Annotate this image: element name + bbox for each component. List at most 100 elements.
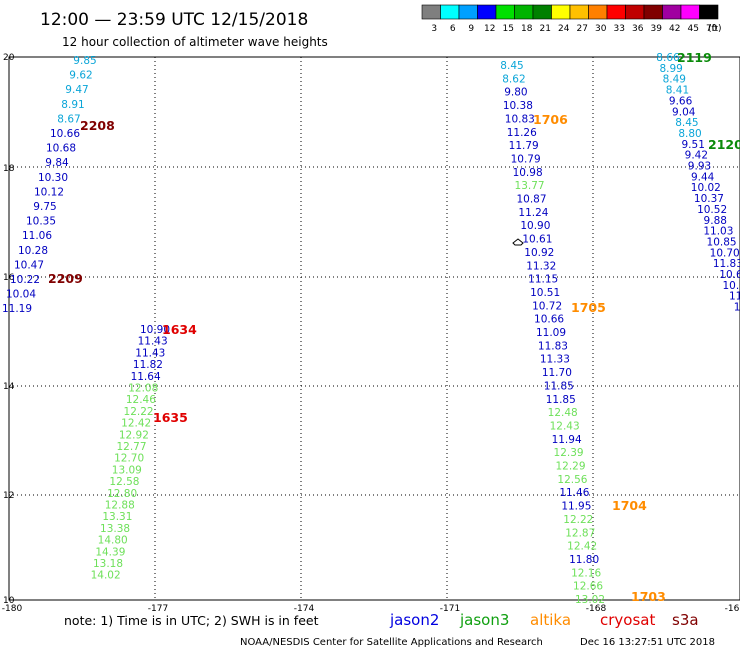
wave-height-value: 11.94: [552, 434, 582, 446]
wave-height-value: 8.67: [57, 113, 80, 125]
footer-credit: NOAA/NESDIS Center for Satellite Applica…: [240, 637, 543, 648]
wave-height-value: 11.: [729, 291, 740, 303]
wave-height-value: 11.46: [559, 487, 589, 499]
wave-height-value: 12.77: [116, 441, 146, 453]
wave-height-value: 11.95: [561, 501, 591, 513]
longitude-tick-label: -177: [148, 604, 168, 614]
wave-height-value: 11.85: [544, 380, 574, 392]
wave-height-value: 11.79: [509, 140, 539, 152]
wave-height-value: 13.18: [93, 558, 123, 570]
wave-height-value: 11.43: [138, 336, 168, 348]
wave-height-value: 12.46: [126, 394, 156, 406]
wave-height-value: 9.85: [73, 55, 96, 67]
longitude-tick-label: -174: [294, 604, 315, 614]
legend-label: 70: [706, 24, 718, 34]
legend-swatch: [495, 4, 515, 20]
page-subtitle: 12 hour collection of altimeter wave hei…: [62, 35, 328, 49]
legend-label: 33: [614, 24, 625, 34]
satellite-name-jason3: jason3: [459, 611, 509, 629]
wave-height-value: 10: [734, 302, 740, 314]
wave-height-value: 9.66: [669, 95, 693, 107]
wave-height-value: 11.26: [507, 127, 537, 139]
graticule-grid: [9, 57, 740, 600]
latitude-tick-label: 20: [3, 53, 15, 63]
wave-height-value: 10.66: [534, 314, 564, 326]
legend-label: 30: [595, 24, 607, 34]
wave-height-value: 8.91: [61, 99, 84, 111]
wave-height-value: 12.29: [555, 461, 585, 473]
pass-time-label: 2120: [708, 137, 740, 152]
wave-height-value: 12.39: [554, 447, 584, 459]
wave-height-value: 11.06: [22, 230, 52, 242]
wave-height-value: 12.66: [573, 581, 603, 593]
wave-height-value: 10.28: [18, 245, 48, 257]
wave-height-value: 10.30: [38, 172, 68, 184]
wave-height-value: 12.43: [550, 420, 580, 432]
wave-height-legend: 3 6 9 12 15 18 21 24 27 30 33 36 39 42 45 70: [421, 4, 719, 34]
wave-height-value: 10.35: [26, 216, 56, 228]
wave-height-value: 10.51: [530, 287, 560, 299]
wave-height-value: 10.90: [520, 220, 550, 232]
wave-height-value: 9.44: [691, 171, 715, 183]
wave-height-value: 10.70: [710, 247, 740, 259]
wave-height-value: 12.56: [557, 474, 587, 486]
wave-height-value: 12.87: [565, 527, 595, 539]
pass-time-label: 1703: [631, 589, 666, 604]
wave-height-value: 10.5: [722, 280, 740, 292]
wave-height-value: 11.82: [133, 359, 163, 371]
wave-height-value: 10.52: [697, 204, 727, 216]
legend-swatch: [662, 4, 682, 20]
wave-height-value: 9.93: [688, 161, 711, 173]
satellite-name-jason2: jason2: [389, 611, 439, 629]
wave-height-value: 8.45: [675, 117, 698, 129]
wave-height-value: 11.33: [540, 354, 570, 366]
wave-height-value: 12.58: [109, 476, 139, 488]
wave-height-value: 13.09: [112, 464, 142, 476]
legend-label: 12: [484, 24, 495, 34]
wave-height-value: 10.90: [140, 324, 170, 336]
legend-label: 36: [632, 24, 644, 34]
pass-time-label: 2209: [48, 271, 83, 286]
wave-height-value: 12.16: [571, 567, 601, 579]
longitude-tick-label: -171: [440, 604, 460, 614]
page-title: 12:00 — 23:59 UTC 12/15/2018: [40, 10, 308, 30]
wave-height-value: 12.92: [119, 429, 149, 441]
longitude-tick-label: -16: [725, 604, 740, 614]
wave-height-value: 10.92: [524, 247, 554, 259]
wave-height-value: 9.47: [65, 84, 88, 96]
pass-time-label: 1704: [612, 498, 647, 513]
legend-swatch: [699, 4, 719, 20]
satellite-name-s3a: s3a: [672, 611, 699, 629]
wave-height-value: 8.62: [502, 73, 525, 85]
wave-height-value: 8.66: [656, 52, 680, 64]
wave-height-value: 13.38: [100, 523, 130, 535]
wave-height-value: 12.80: [107, 488, 137, 500]
wave-height-value: 8.49: [663, 74, 686, 86]
wave-height-value: 10.68: [46, 143, 76, 155]
pass-time-label: 2119: [677, 50, 712, 65]
wave-height-value: 12.70: [114, 453, 144, 465]
wave-height-value: 13.31: [102, 511, 132, 523]
legend-label: 21: [540, 24, 551, 34]
legend-label: 24: [558, 24, 570, 34]
wave-height-value: 9.88: [704, 215, 727, 227]
wave-height-value: 14.80: [98, 535, 128, 547]
wave-height-value: 12.42: [567, 541, 597, 553]
wave-height-value: 12.22: [563, 514, 593, 526]
wave-height-value: 11.83: [538, 340, 568, 352]
longitude-tick-label: -168: [586, 604, 607, 614]
pass-time-label: 1705: [571, 300, 606, 315]
latitude-tick-label: 18: [3, 164, 15, 174]
wave-height-value: 11.24: [518, 207, 548, 219]
latitude-ticks: 20 18 16 14 12 10: [3, 53, 15, 606]
legend-swatch: [458, 4, 478, 20]
wave-height-value: 11.09: [536, 327, 566, 339]
legend-label: 42: [669, 24, 680, 34]
altimeter-track: 8.668.998.498.419.669.048.458.809.519.42…: [656, 50, 740, 314]
wave-height-value: 9.75: [33, 201, 56, 213]
altimeter-track: 9.85 9.62 9.47 8.91 8.67 10.66 10.68 9.84 10.30 1…: [2, 55, 115, 315]
wave-height-value: 10.79: [511, 153, 541, 165]
wave-height-value: 10.87: [516, 194, 546, 206]
wave-height-value: 12.88: [105, 500, 135, 512]
